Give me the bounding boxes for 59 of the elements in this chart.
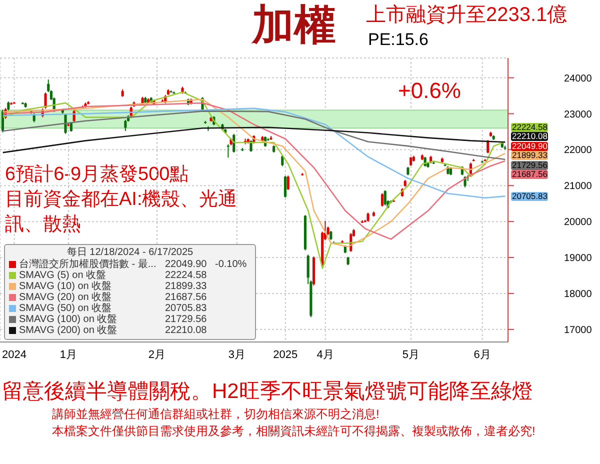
- line-series: [2, 110, 506, 160]
- text: 22049.90: [512, 140, 548, 151]
- candlestick: [384, 190, 386, 206]
- chart-title: 加權: [252, 0, 336, 50]
- data-label: 22224.58: [511, 122, 548, 132]
- data-label: 21687.56: [511, 169, 548, 180]
- x-tick-label: 1月: [60, 348, 78, 361]
- y-tick-label: 20000: [564, 217, 592, 228]
- x-tick-label: 4月: [316, 348, 334, 361]
- text: 本檔案文件僅供節目需求使用及參考，相關資訊未經許可不得揭露、複製或散佈，違者必究!: [52, 424, 536, 439]
- line-series: [2, 126, 506, 154]
- annotation: 訊、散熱: [5, 214, 81, 236]
- legend-label: SMAVG (50) on 收盤: [19, 303, 112, 314]
- candlestick: [250, 140, 252, 152]
- y-tick-label: 22000: [564, 145, 592, 156]
- text: 21899.33: [165, 281, 207, 292]
- text: 21729.56: [165, 314, 207, 325]
- candlestick: [44, 92, 47, 110]
- candlestick: [286, 175, 290, 190]
- text: 留意後續半導體關稅。H2旺季不旺景氣燈號可能降至綠燈: [2, 380, 533, 404]
- data-label: 20705.83: [511, 190, 548, 201]
- candlestick: [124, 119, 127, 132]
- annotation: +0.6%: [398, 78, 461, 104]
- text: 講師並無經營任何通信群組或社群，切勿相信來源不明之消息!: [52, 407, 380, 422]
- text: 21687.56: [165, 292, 207, 303]
- y-tick-label: 24000: [564, 73, 592, 84]
- text: 22210.08: [165, 325, 207, 336]
- x-tick-label: 2025: [273, 348, 298, 361]
- annotation: -0.10%: [215, 259, 247, 270]
- candlestick: [381, 192, 384, 207]
- legend-label: 台灣證交所加權股價指數 - 最...: [19, 259, 156, 270]
- x-tick-label: 3月: [228, 348, 246, 361]
- y-tick-label: 19000: [564, 253, 592, 264]
- candlestick: [284, 175, 287, 198]
- data-label: 21729.56: [511, 160, 548, 170]
- y-tick-label: 17000: [564, 324, 592, 336]
- x-tick-label: 6月: [474, 348, 491, 361]
- data-label: 21899.33: [511, 150, 548, 160]
- legend-title: 每日 12/18/2024 - 6/17/2025: [66, 247, 194, 258]
- x-tick-label: 2024: [2, 348, 27, 361]
- text: 22224.58: [165, 270, 207, 281]
- legend-label: SMAVG (5) on 收盤: [19, 270, 106, 281]
- legend-label: SMAVG (10) on 收盤: [19, 281, 112, 292]
- candlestick: [226, 144, 230, 158]
- y-tick-label: 18000: [564, 289, 592, 300]
- text: PE:15.6: [368, 30, 428, 50]
- x-tick-label: 2月: [148, 348, 166, 361]
- legend-label: SMAVG (20) on 收盤: [19, 292, 112, 303]
- annotation: 目前資金都在AI:機殼、光通: [5, 189, 238, 211]
- data-label: 22210.08: [511, 131, 548, 142]
- text: 22049.90: [165, 259, 207, 270]
- text: 上市融資升至2233.1億: [366, 4, 568, 27]
- y-tick-label: 23000: [564, 109, 592, 120]
- x-tick-label: 5月: [402, 348, 420, 361]
- text: 20705.83: [165, 303, 207, 314]
- y-tick-label: 21000: [564, 181, 592, 192]
- legend-label: SMAVG (100) on 收盤: [19, 314, 118, 325]
- legend-label: SMAVG (200) on 收盤: [19, 325, 118, 336]
- annotation: 6預計6-9月蒸發500點: [5, 164, 189, 186]
